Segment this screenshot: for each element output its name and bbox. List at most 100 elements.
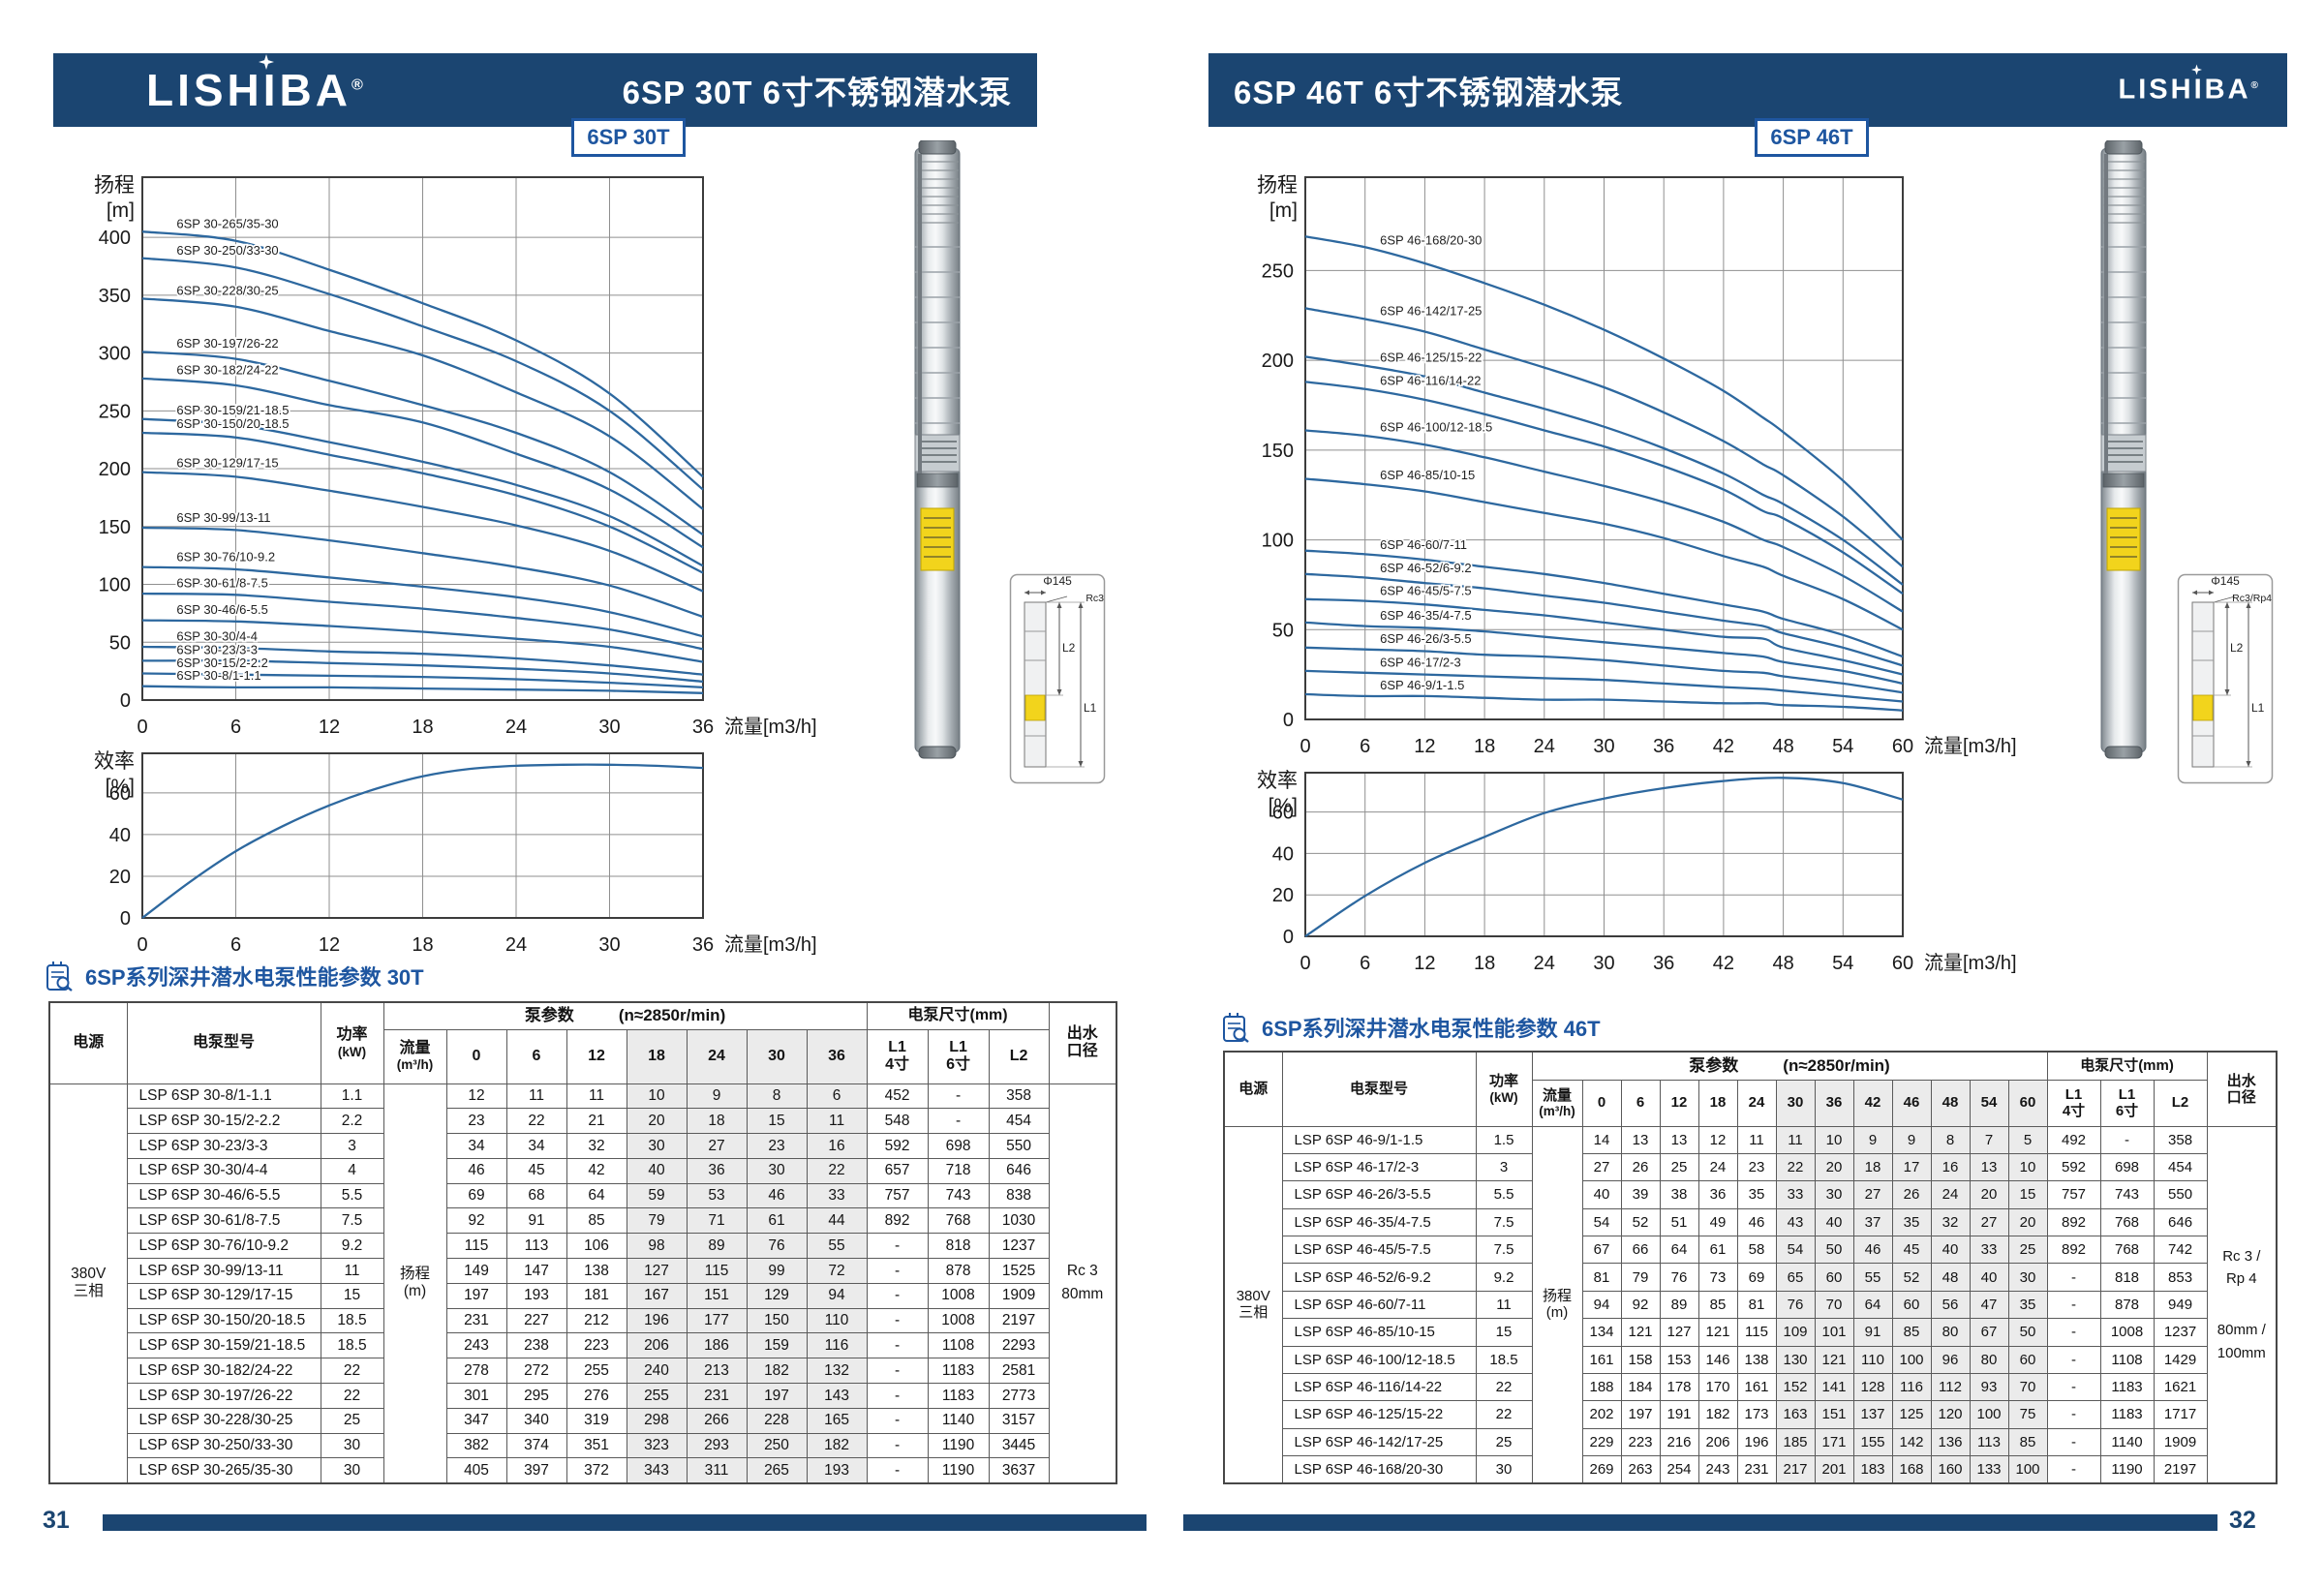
col-header-power-source: 电源 [48, 1001, 128, 1084]
head-value-cell: 9 [1891, 1125, 1932, 1154]
head-value-cell: 46 [746, 1182, 808, 1209]
head-value-cell: 109 [1775, 1318, 1816, 1347]
head-value-cell: 93 [1969, 1373, 2009, 1402]
head-value-cell: 238 [505, 1332, 567, 1359]
table-title-46t: 6SP系列深井潜水电泵性能参数 46T [1221, 1012, 1601, 1043]
flow-col-header: 6 [1620, 1079, 1661, 1127]
l1-6inch-cell: 743 [927, 1182, 990, 1209]
page-title-46t: 6SP 46T 6寸不锈钢潜水泵 [1234, 75, 1624, 110]
svg-text:40: 40 [109, 825, 131, 846]
pump-curve [141, 257, 704, 491]
l1-6inch-cell: 1183 [927, 1383, 990, 1409]
svg-text:60: 60 [1892, 736, 1913, 757]
pump-curve [141, 672, 704, 689]
head-value-cell: 27 [1969, 1207, 2009, 1237]
model-cell: LSP 6SP 30-30/4-4 [126, 1157, 321, 1184]
svg-text:24: 24 [505, 934, 527, 956]
head-value-cell: 100 [2007, 1455, 2048, 1484]
l1-6inch-cell: 878 [927, 1258, 990, 1284]
pump-curve [141, 565, 704, 638]
l2-cell: 3445 [988, 1432, 1050, 1459]
model-cell: LSP 6SP 46-35/4-7.5 [1281, 1207, 1477, 1237]
model-cell: LSP 6SP 30-228/30-25 [126, 1407, 321, 1434]
svg-text:60: 60 [1272, 803, 1294, 824]
head-value-cell: 70 [2007, 1373, 2048, 1402]
svg-text:6SP 30-15/2-2.2: 6SP 30-15/2-2.2 [176, 656, 267, 670]
head-value-cell: 182 [746, 1358, 808, 1385]
l1-4inch-cell: - [866, 1457, 929, 1484]
table-body: 380V 三相 LSP 6SP 30-8/1-1.1 1.1 扬程 (m) 12 11 11 10… [48, 1083, 1117, 1484]
model-cell: LSP 6SP 30-99/13-11 [126, 1258, 321, 1284]
svg-text:6SP 30-197/26-22: 6SP 30-197/26-22 [176, 336, 278, 351]
dim-l1-label: L1 [2251, 701, 2265, 715]
l1-6-label: 6寸 [946, 1056, 970, 1073]
pump-curve [141, 526, 704, 619]
svg-text:6SP 30-265/35-30: 6SP 30-265/35-30 [176, 217, 278, 231]
svg-text:48: 48 [1772, 736, 1793, 757]
col-header-l1-6: L1 6寸 [2099, 1079, 2155, 1127]
svg-text:60: 60 [1892, 953, 1913, 974]
brand-logo-text: LISHIBA [2118, 74, 2251, 106]
head-value-cell: 128 [1852, 1373, 1893, 1402]
spec-table-30t: 电源 电泵型号 功率 (kW) 泵参数 (n≈2850r/min) 电泵尺寸(mm… [48, 1001, 1118, 1484]
head-value-cell: 113 [505, 1233, 567, 1260]
head-value-cell: 32 [1930, 1207, 1971, 1237]
table-row: LSP 6SP 46-45/5-7.5 7.5 67 66 64 61 58 54 50 46 45… [1224, 1236, 2277, 1265]
eff-46t-chart: 0 20 40 60 0 6 12 18 24 30 36 42 48 54 60 流量[m3/h] 效率 [%] [1257, 770, 2017, 974]
head-value-cell: 121 [1620, 1318, 1661, 1347]
model-cell: LSP 6SP 46-168/20-30 [1281, 1455, 1477, 1484]
flow-col-header: 6 [505, 1028, 567, 1084]
head-value-cell: 11 [1775, 1125, 1816, 1154]
svg-text:54: 54 [1832, 736, 1853, 757]
l1-6inch-cell: 743 [2099, 1180, 2155, 1209]
pump-curve [141, 417, 704, 567]
table-title-30t: 6SP系列深井潜水电泵性能参数 30T [45, 961, 424, 992]
l1-6inch-cell: 818 [2099, 1263, 2155, 1292]
power-cell: 18.5 [320, 1307, 384, 1334]
head-value-cell: 89 [1659, 1290, 1699, 1320]
power-cell: 3 [1475, 1152, 1533, 1182]
pump-curve [141, 351, 704, 536]
head-value-cell: 66 [1620, 1236, 1661, 1265]
head-unit-cell: 扬程 (m) [382, 1083, 447, 1484]
l1-6inch-cell: 768 [2099, 1207, 2155, 1237]
head-value-cell: 42 [566, 1157, 627, 1184]
svg-text:36: 36 [692, 717, 714, 738]
l1-4inch-cell: 592 [866, 1133, 929, 1159]
model-cell: LSP 6SP 30-197/26-22 [126, 1383, 321, 1409]
header-bar-46t: 6SP 46T 6寸不锈钢潜水泵 LISHIBA® [1208, 53, 2287, 127]
l2-cell: 2197 [988, 1307, 1050, 1334]
col-header-outlet: 出水 口径 [2206, 1051, 2278, 1127]
l1-4-label: 4寸 [2062, 1103, 2086, 1119]
head-value-cell: 165 [806, 1407, 868, 1434]
axis-labels: 0 20 40 60 0 6 12 18 24 30 36 42 48 54 60 流量[m3/h] 效率 [%] [1257, 770, 2017, 974]
head-value-cell: 255 [566, 1358, 627, 1385]
head-value-cell: 100 [1891, 1345, 1932, 1375]
page-title-30t: 6SP 30T 6寸不锈钢潜水泵 [622, 75, 1012, 110]
head-value-cell: 54 [1581, 1207, 1622, 1237]
svg-text:42: 42 [1713, 953, 1734, 974]
head-value-cell: 91 [1852, 1318, 1893, 1347]
head-value-cell: 8 [746, 1083, 808, 1110]
l1-4inch-cell: - [866, 1358, 929, 1385]
head-value-cell: 76 [1659, 1263, 1699, 1292]
l2-cell: 1237 [2153, 1318, 2208, 1347]
l2-cell: 550 [988, 1133, 1050, 1159]
flow-col-header: 46 [1891, 1079, 1932, 1127]
table-row: LSP 6SP 30-182/24-22 22 278 272 255 240 213 182… [49, 1358, 1116, 1385]
head-value-cell: 112 [1930, 1373, 1971, 1402]
svg-text:[%]: [%] [106, 776, 135, 798]
l2-cell: 358 [988, 1083, 1050, 1110]
head-value-cell: 311 [686, 1457, 748, 1484]
dim-l2-label: L2 [2230, 641, 2244, 655]
col-header-power: 功率 (kW) [320, 1001, 384, 1084]
model-cell: LSP 6SP 46-60/7-11 [1281, 1290, 1477, 1320]
pump-curve [1304, 307, 1904, 568]
table-row: LSP 6SP 30-30/4-4 4 46 45 42 40 36 30 22 657 718 64… [49, 1157, 1116, 1184]
svg-text:效率: 效率 [1257, 770, 1298, 792]
model-cell: LSP 6SP 46-142/17-25 [1281, 1427, 1477, 1457]
l2-cell: 1621 [2153, 1373, 2208, 1402]
head-value-cell: 228 [746, 1407, 808, 1434]
svg-text:12: 12 [319, 717, 340, 738]
